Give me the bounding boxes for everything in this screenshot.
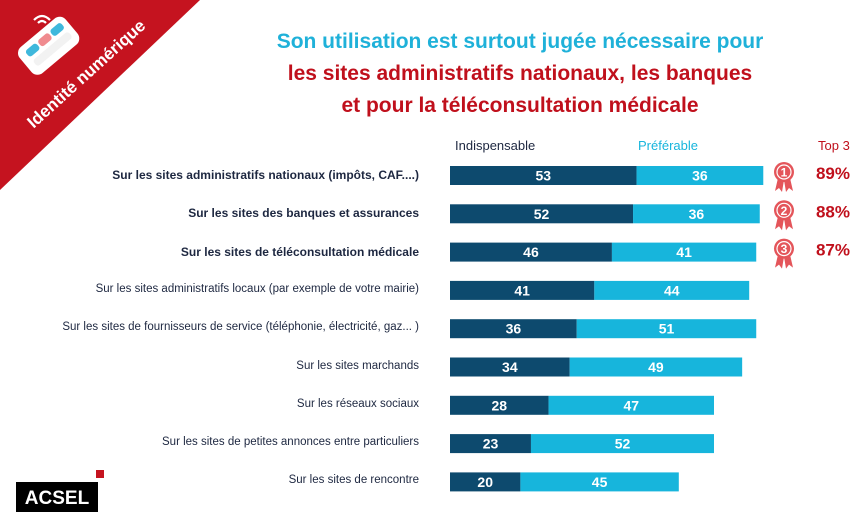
category-label: Sur les réseaux sociaux — [296, 397, 419, 410]
data-label-indispensable: 28 — [491, 397, 507, 413]
data-label-preferable: 47 — [623, 397, 639, 413]
data-label-preferable: 36 — [689, 206, 705, 222]
category-label: Sur les sites de téléconsultation médica… — [180, 244, 419, 259]
category-label: Sur les sites marchands — [296, 359, 419, 372]
category-label: Sur les sites administratifs locaux (par… — [95, 282, 419, 295]
data-label-preferable: 51 — [659, 321, 675, 337]
bar-preferable — [548, 395, 714, 415]
medal-rank: 3 — [781, 242, 788, 256]
data-label-preferable: 44 — [664, 282, 680, 298]
bar-preferable — [611, 242, 757, 262]
handshake-icon — [18, 16, 80, 75]
title-line3: et pour la téléconsultation médicale — [341, 94, 699, 117]
acsel-logo: ACSEL — [16, 470, 104, 512]
data-label-indispensable: 23 — [483, 436, 499, 452]
data-label-preferable: 36 — [692, 168, 708, 184]
bar-indispensable — [450, 395, 549, 415]
legend-top3: Top 3 — [818, 138, 850, 153]
bar-indispensable — [450, 434, 531, 454]
bar-preferable — [530, 434, 714, 454]
legend-preferable: Préférable — [638, 138, 698, 153]
top3-value: 89% — [816, 164, 850, 183]
legend-indispensable: Indispensable — [455, 138, 536, 153]
data-label-preferable: 41 — [676, 244, 692, 260]
medal-inner-ring — [776, 164, 792, 180]
category-label: Sur les sites de fournisseurs de service… — [62, 321, 419, 334]
bar-indispensable — [450, 280, 595, 300]
bar-preferable — [576, 319, 757, 339]
medal-rank: 2 — [781, 204, 788, 218]
logo-text: ACSEL — [25, 488, 90, 509]
page-title-line3: et pour la téléconsultation médicale — [240, 94, 800, 118]
bar-preferable — [569, 357, 743, 377]
identite-numerique-badge: Identité numérique — [0, 0, 200, 190]
category-label: Sur les sites administratifs nationaux (… — [112, 168, 419, 182]
logo-red-square — [96, 470, 104, 478]
data-label-indispensable: 52 — [534, 206, 550, 222]
medal-rank: 1 — [781, 166, 788, 180]
title-line1: Son utilisation est surtout jugée nécess… — [276, 30, 764, 53]
data-label-indispensable: 41 — [514, 282, 530, 298]
category-label: Sur les sites de rencontre — [288, 474, 419, 487]
data-label-preferable: 52 — [615, 436, 631, 452]
data-label-indispensable: 34 — [502, 359, 518, 375]
bar-indispensable — [450, 319, 577, 339]
bar-indispensable — [450, 472, 521, 492]
data-label-indispensable: 53 — [535, 168, 551, 184]
top3-value: 87% — [816, 241, 850, 260]
medal-inner-ring — [776, 202, 792, 218]
bar-indispensable — [450, 357, 570, 377]
page-title-line2: les sites administratifs nationaux, les … — [240, 62, 800, 86]
wifi-icon — [33, 14, 51, 24]
category-label: Sur les sites de petites annonces entre … — [162, 436, 419, 449]
data-label-indispensable: 46 — [523, 244, 539, 260]
category-label: Sur les sites des banques et assurances — [188, 206, 419, 221]
bar-preferable — [594, 280, 750, 300]
title-line2: les sites administratifs nationaux, les … — [287, 62, 753, 85]
data-label-preferable: 45 — [592, 474, 608, 490]
bar-preferable — [636, 166, 764, 185]
data-label-indispensable: 36 — [506, 321, 522, 337]
data-label-preferable: 49 — [648, 359, 664, 375]
top3-value: 88% — [816, 202, 850, 221]
bar-indispensable — [450, 204, 634, 224]
data-label-indispensable: 20 — [477, 474, 493, 490]
bar-preferable — [520, 472, 679, 492]
page-title-line1: Son utilisation est surtout jugée nécess… — [240, 30, 800, 54]
bar-preferable — [633, 204, 760, 224]
medal-inner-ring — [776, 241, 792, 257]
bar-indispensable — [450, 242, 612, 262]
bar-indispensable — [450, 166, 637, 185]
